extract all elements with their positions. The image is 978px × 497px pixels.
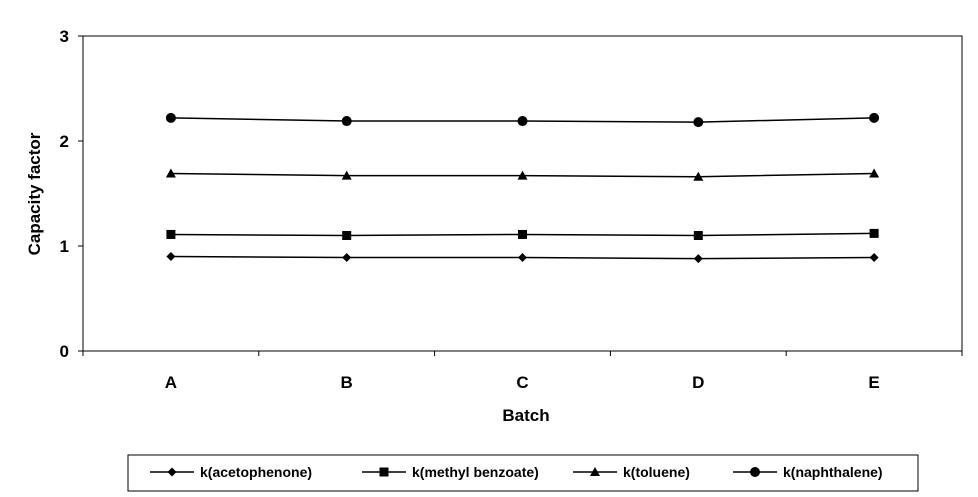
series-2-point-1 — [341, 170, 352, 180]
series-1 — [166, 228, 879, 240]
series-1-point-0 — [166, 229, 176, 239]
series-0-point-4 — [869, 253, 879, 263]
y-tick-label-0: 0 — [60, 342, 69, 361]
series-1-point-2 — [518, 229, 527, 239]
series-1-point-3 — [693, 231, 703, 240]
legend-item-3: k(naphthalene) — [733, 464, 883, 480]
legend-marker-1 — [379, 467, 389, 477]
x-tick-label-0: A — [165, 373, 177, 392]
y-tick-label-2: 2 — [60, 132, 69, 151]
x-tick-label-1: B — [341, 373, 353, 392]
series-layer — [165, 112, 880, 264]
axes: 0 1 2 3 A B C D E — [60, 27, 963, 392]
plot-frame — [82, 35, 963, 352]
series-0-point-3 — [693, 254, 703, 264]
series-2-point-0 — [165, 168, 176, 178]
legend-item-0: k(acetophenone) — [150, 464, 312, 480]
series-2-point-2 — [517, 170, 528, 180]
series-3-point-4 — [869, 112, 880, 123]
series-3-point-3 — [693, 117, 704, 128]
y-tick-label-3: 3 — [60, 27, 69, 46]
series-0-point-1 — [342, 253, 352, 263]
x-tick-label-4: E — [868, 373, 879, 392]
x-axis-title: Batch — [502, 406, 549, 425]
legend-item-2: k(toluene) — [573, 464, 690, 480]
legend-item-1: k(methyl benzoate) — [362, 464, 539, 480]
legend-label-3: k(naphthalene) — [783, 464, 883, 480]
series-1-point-1 — [342, 231, 352, 240]
series-3 — [165, 112, 880, 128]
series-3-point-1 — [341, 116, 352, 127]
series-0-point-0 — [166, 252, 176, 261]
legend-marker-2 — [590, 467, 600, 476]
series-2 — [165, 168, 880, 181]
y-axis-title: Capacity factor — [25, 132, 44, 255]
legend-label-1: k(methyl benzoate) — [412, 464, 539, 480]
series-0 — [166, 252, 879, 264]
series-3-point-0 — [165, 112, 176, 123]
x-tick-label-3: D — [692, 373, 704, 392]
x-tick-label-2: C — [516, 373, 528, 392]
series-3-point-2 — [517, 116, 528, 127]
series-1-point-4 — [869, 228, 879, 238]
legend: k(acetophenone) k(methyl benzoate) k(tolue… — [127, 454, 919, 492]
legend-label-0: k(acetophenone) — [200, 464, 312, 480]
series-2-point-3 — [693, 171, 704, 181]
legend-label-2: k(toluene) — [623, 464, 690, 480]
plot-area — [82, 35, 963, 352]
series-2-point-4 — [869, 168, 880, 178]
legend-marker-0 — [167, 467, 177, 477]
legend-marker-3 — [750, 467, 760, 477]
y-tick-label-1: 1 — [60, 237, 69, 256]
legend-frame — [127, 454, 919, 492]
series-0-point-2 — [518, 253, 527, 263]
